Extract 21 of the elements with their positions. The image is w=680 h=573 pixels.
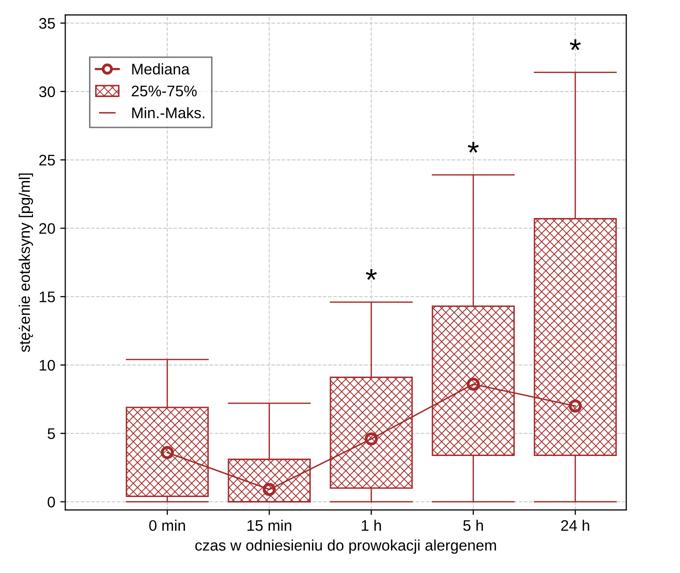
annotation: * [468,142,479,153]
y-tick-label: 0 [48,496,55,508]
y-tick-label: 30 [39,86,55,98]
annotation: * [366,269,377,280]
x-tick-label: 15 min [248,520,292,531]
x-tick-label: 1 h [362,520,381,531]
annotation: * [570,39,581,50]
annotation: Min.-Maks. [132,107,204,118]
y-tick-label: 10 [40,360,55,371]
x-tick-label: 24 h [561,520,590,531]
x-tick-label: 5 h [463,520,483,531]
y-tick-label: 5 [48,428,55,440]
legend-label: 25%-75% [132,86,197,96]
legend-label: Mediana [132,63,190,75]
y-tick-label: 35 [39,18,55,29]
y-tick-label: 15 [40,292,55,302]
y-tick-label: 20 [39,223,55,234]
x-tick-label: 0 min [149,520,185,531]
y-axis-title: stężenie eotaksyny [pg/ml] [18,174,34,352]
y-tick-label: 25 [39,154,55,166]
x-axis-title: czas w odniesieniu do prowokacji alergenem [195,539,496,554]
